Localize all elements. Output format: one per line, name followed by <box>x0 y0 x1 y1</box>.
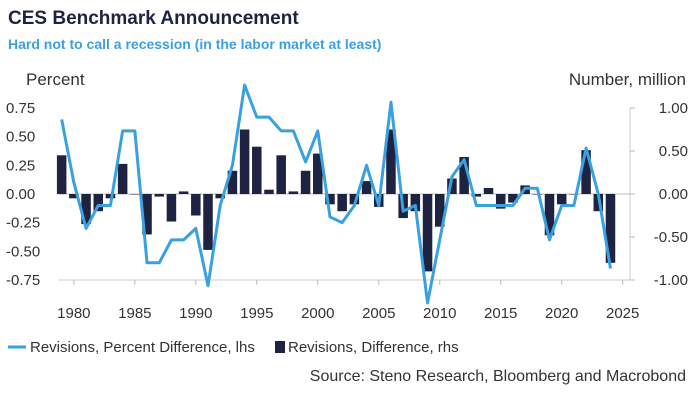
left-tick-label: 0.00 <box>6 186 35 203</box>
x-tick-label: 2005 <box>362 305 395 322</box>
bar <box>508 194 518 203</box>
legend: Revisions, Percent Difference, lhs Revisi… <box>8 339 459 356</box>
bar <box>56 155 67 194</box>
legend-bar-swatch <box>275 341 285 353</box>
bar <box>556 194 567 205</box>
x-axis-ticks: 1980 1985 1990 1995 2000 2005 2010 2015 2020 2025 <box>57 280 639 322</box>
series-line <box>60 83 612 305</box>
left-tick-label: -0.50 <box>6 243 40 260</box>
bar <box>337 194 347 212</box>
bar <box>349 194 360 205</box>
bar <box>483 187 494 194</box>
bar <box>434 194 445 227</box>
bar <box>422 194 433 272</box>
bar <box>191 194 201 216</box>
bar <box>410 194 421 212</box>
x-tick-label: 2010 <box>423 305 456 322</box>
line-series <box>60 83 612 305</box>
bar <box>447 178 457 194</box>
legend-bar-label: Revisions, Difference, rhs <box>288 339 459 356</box>
bar <box>178 191 189 194</box>
bar <box>605 194 616 263</box>
bar <box>325 194 335 205</box>
bar <box>581 150 591 194</box>
bar <box>544 194 555 236</box>
bar <box>81 194 91 225</box>
bar <box>495 194 506 209</box>
bar <box>203 194 213 250</box>
bar <box>166 194 177 222</box>
left-tick-label: 0.75 <box>6 100 35 117</box>
left-axis-ticks: 0.75 0.50 0.25 0.00 -0.25 -0.50 -0.75 <box>6 100 40 289</box>
left-tick-label: 0.50 <box>6 129 35 146</box>
chart-subtitle: Hard not to call a recession (in the lab… <box>8 36 382 52</box>
right-tick-label: 1.00 <box>659 100 688 117</box>
x-tick-label: 2025 <box>606 305 639 322</box>
bar <box>239 129 250 194</box>
bar <box>252 146 262 194</box>
right-axis-label: Number, million <box>568 70 686 89</box>
bar <box>459 157 469 194</box>
bar <box>569 194 579 195</box>
bar <box>300 170 311 194</box>
bar <box>69 194 79 199</box>
left-axis-label: Percent <box>26 70 85 89</box>
x-tick-label: 2015 <box>484 305 517 322</box>
x-tick-label: 2020 <box>545 305 578 322</box>
left-tick-label: 0.25 <box>6 157 35 174</box>
x-tick-label: 1995 <box>240 305 273 322</box>
bar <box>227 170 238 194</box>
bar <box>471 194 482 197</box>
left-tick-label: -0.75 <box>6 272 40 289</box>
bar <box>313 153 323 194</box>
legend-line-label: Revisions, Percent Difference, lhs <box>30 339 255 356</box>
right-tick-label: -0.50 <box>654 229 688 246</box>
chart-title: CES Benchmark Announcement <box>8 8 299 29</box>
bar <box>130 194 140 195</box>
bar <box>93 194 104 212</box>
left-tick-label: -0.25 <box>6 215 40 232</box>
bar <box>154 194 164 197</box>
bar <box>117 163 128 194</box>
right-tick-label: 0.50 <box>659 143 688 160</box>
bar <box>215 194 225 199</box>
bar <box>264 189 274 194</box>
bar <box>276 155 286 194</box>
bar <box>361 181 372 194</box>
right-tick-label: -1.00 <box>654 272 688 289</box>
source-note: Source: Steno Research, Bloomberg and Ma… <box>309 368 686 385</box>
x-tick-label: 2000 <box>301 305 334 322</box>
bar <box>288 191 299 194</box>
x-tick-label: 1990 <box>179 305 212 322</box>
bar <box>386 129 396 194</box>
right-tick-label: 0.00 <box>659 186 688 203</box>
right-axis-ticks: 1.00 0.50 0.00 -0.50 -1.00 <box>630 100 688 289</box>
bar <box>105 194 116 199</box>
x-tick-label: 1980 <box>57 305 90 322</box>
x-tick-label: 1985 <box>118 305 151 322</box>
bar <box>142 194 152 235</box>
